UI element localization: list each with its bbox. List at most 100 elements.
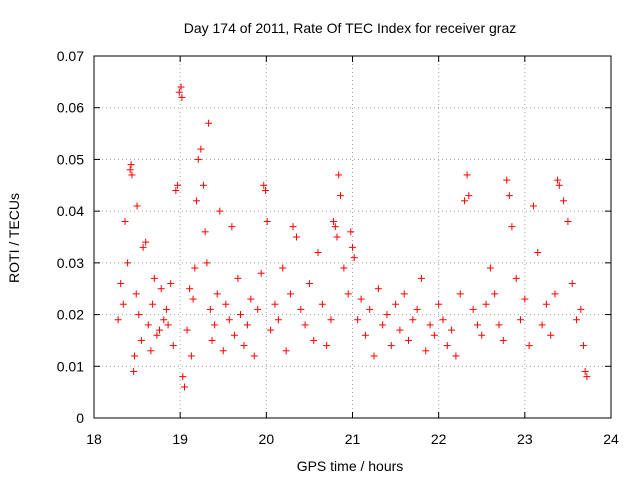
data-point xyxy=(179,373,187,381)
data-point xyxy=(169,342,177,350)
chart-title: Day 174 of 2011, Rate Of TEC Index for r… xyxy=(184,20,517,36)
x-tick-label: 22 xyxy=(431,431,447,447)
data-point xyxy=(347,228,355,236)
data-point xyxy=(579,342,587,350)
data-point xyxy=(478,331,486,339)
data-point xyxy=(153,331,161,339)
data-point xyxy=(150,274,158,282)
data-point xyxy=(336,192,344,200)
data-point xyxy=(568,280,576,288)
data-point xyxy=(542,300,550,308)
data-point xyxy=(560,197,568,205)
data-point xyxy=(417,274,425,282)
data-point xyxy=(133,202,141,210)
data-point xyxy=(357,295,365,303)
data-point xyxy=(534,249,542,257)
data-point xyxy=(330,217,338,225)
tick-labels: 18 19 20 21 22 23 24 0 0.01 0.02 0.03 0.04 0.05 0.06 0… xyxy=(57,48,619,447)
data-point xyxy=(191,264,199,272)
data-point xyxy=(121,217,129,225)
y-tick-label: 0.03 xyxy=(57,255,84,271)
data-point xyxy=(271,300,279,308)
data-point xyxy=(573,316,581,324)
data-point xyxy=(205,119,213,127)
data-point xyxy=(529,202,537,210)
data-point xyxy=(139,243,147,251)
data-point xyxy=(335,171,343,179)
data-point xyxy=(257,269,265,277)
data-point xyxy=(491,290,499,298)
data-point xyxy=(452,352,460,360)
y-tick-label: 0.04 xyxy=(57,203,84,219)
data-point xyxy=(564,217,572,225)
data-point xyxy=(495,321,503,329)
y-tick-label: 0.06 xyxy=(57,100,84,116)
data-point xyxy=(350,254,358,262)
data-point xyxy=(147,347,155,355)
data-point xyxy=(162,305,170,313)
data-point xyxy=(228,223,236,231)
data-point xyxy=(211,321,219,329)
data-point xyxy=(551,290,559,298)
data-point xyxy=(379,321,387,329)
data-point xyxy=(405,336,413,344)
data-point xyxy=(305,280,313,288)
data-point xyxy=(292,233,300,241)
data-point xyxy=(225,316,233,324)
data-point xyxy=(581,367,589,375)
x-axis-label: GPS time / hours xyxy=(297,458,404,474)
y-tick-label: 0.01 xyxy=(57,358,84,374)
x-tick-label: 19 xyxy=(172,431,188,447)
data-point xyxy=(130,367,138,375)
data-point xyxy=(383,311,391,319)
data-point xyxy=(430,331,438,339)
data-point xyxy=(333,233,341,241)
data-point xyxy=(310,336,318,344)
data-point xyxy=(114,316,122,324)
data-point xyxy=(374,285,382,293)
data-point xyxy=(172,186,180,194)
data-point xyxy=(456,290,464,298)
data-point xyxy=(289,223,297,231)
data-point xyxy=(517,316,525,324)
y-tick-label: 0.07 xyxy=(57,48,84,64)
data-point xyxy=(178,93,186,101)
data-point xyxy=(486,264,494,272)
data-point xyxy=(127,161,135,169)
data-point xyxy=(443,342,451,350)
data-point xyxy=(193,197,201,205)
data-point xyxy=(155,326,163,334)
data-point xyxy=(213,290,221,298)
data-point xyxy=(197,145,205,153)
y-tick-label: 0.02 xyxy=(57,307,84,323)
data-point xyxy=(126,166,134,174)
data-point xyxy=(206,305,214,313)
data-point xyxy=(555,181,563,189)
data-point xyxy=(177,83,185,91)
data-point xyxy=(512,274,520,282)
data-point xyxy=(396,326,404,334)
data-point xyxy=(577,305,585,313)
x-tick-label: 18 xyxy=(86,431,102,447)
plot-frame xyxy=(93,55,612,419)
data-point xyxy=(130,352,138,360)
data-point xyxy=(318,300,326,308)
x-tick-label: 20 xyxy=(259,431,275,447)
y-tick-label: 0.05 xyxy=(57,151,84,167)
data-point xyxy=(236,311,244,319)
data-point xyxy=(521,295,529,303)
data-point xyxy=(183,326,191,334)
data-point xyxy=(261,186,269,194)
data-point xyxy=(132,290,140,298)
data-point xyxy=(508,223,516,231)
data-point xyxy=(203,259,211,267)
data-point xyxy=(279,264,287,272)
data-point xyxy=(199,181,207,189)
data-point xyxy=(135,311,143,319)
data-point xyxy=(117,280,125,288)
data-point xyxy=(354,316,362,324)
data-point xyxy=(164,321,172,329)
data-point xyxy=(149,300,157,308)
x-tick-label: 21 xyxy=(345,431,361,447)
data-point xyxy=(240,342,248,350)
